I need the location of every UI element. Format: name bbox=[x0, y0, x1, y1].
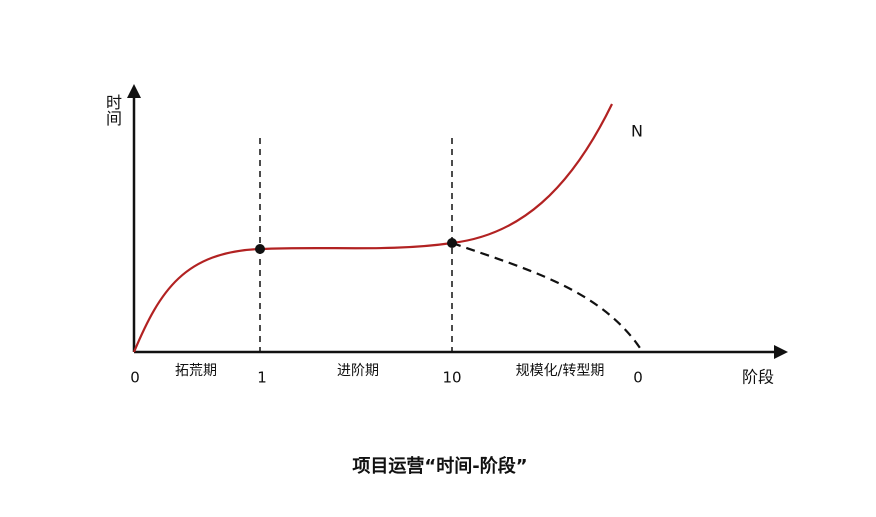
x-axis-label: 阶段 bbox=[742, 368, 774, 387]
phase-label: 规模化/转型期 bbox=[516, 363, 605, 379]
decline-curve bbox=[451, 241, 641, 349]
y-arrow bbox=[127, 84, 141, 98]
x-tick-label: 1 bbox=[257, 369, 267, 387]
point bbox=[447, 238, 457, 248]
growth-curve bbox=[132, 103, 613, 353]
phase-label: 进阶期 bbox=[337, 363, 379, 379]
point bbox=[255, 244, 265, 254]
curve-label: N bbox=[631, 122, 643, 141]
y-axis-label: 时间 bbox=[103, 94, 122, 126]
x-tick-label: 10 bbox=[442, 369, 461, 387]
x-tick-label: 0 bbox=[130, 369, 140, 387]
x-tick-label: 0 bbox=[633, 369, 643, 387]
caption: 项目运营“时间-阶段” bbox=[352, 455, 527, 477]
x-arrow bbox=[774, 345, 788, 359]
phase-label: 拓荒期 bbox=[175, 363, 217, 379]
